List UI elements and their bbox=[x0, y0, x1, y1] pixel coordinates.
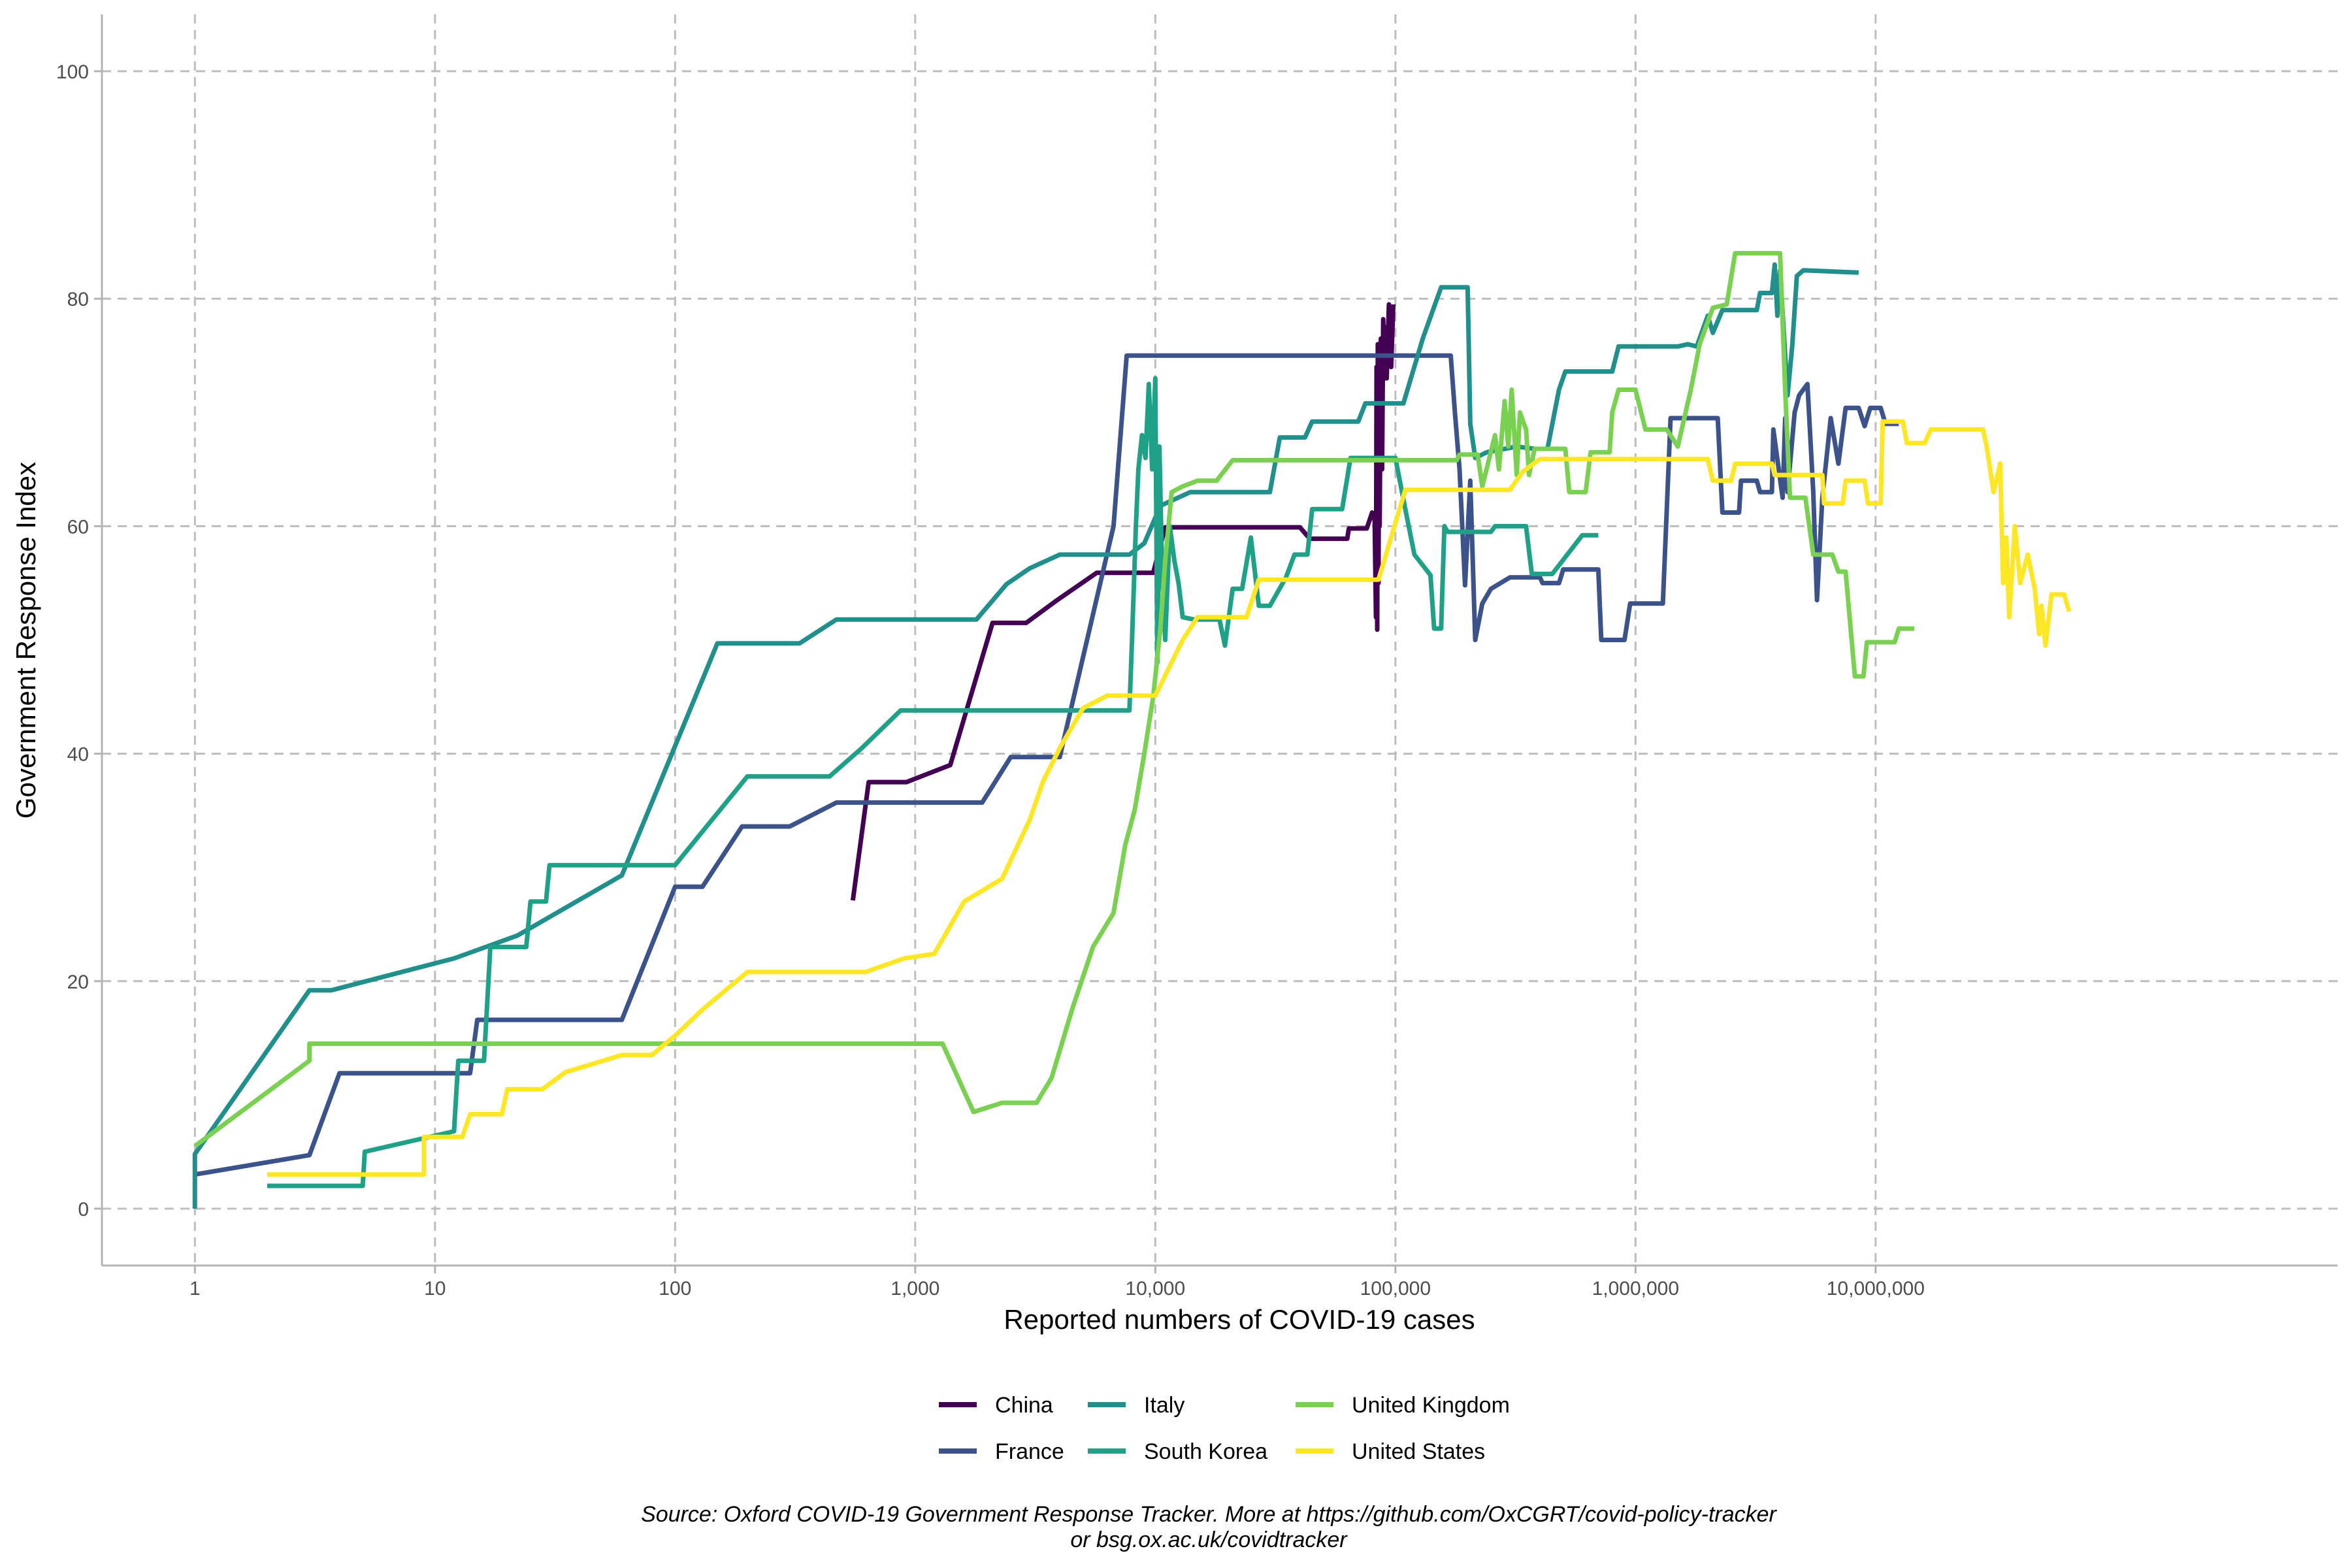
series-line-south-korea bbox=[267, 376, 1599, 1188]
x-tick-label: 1,000,000 bbox=[1592, 1278, 1679, 1299]
x-tick-label: 10,000,000 bbox=[1827, 1278, 1925, 1299]
x-tick-label: 100,000 bbox=[1360, 1278, 1431, 1299]
series-line-france bbox=[194, 353, 1899, 1177]
legend-label-italy: Italy bbox=[1144, 1393, 1184, 1418]
caption-line-2: or bsg.ox.ac.uk/covidtracker bbox=[1070, 1527, 1348, 1552]
y-tick-label: 60 bbox=[67, 516, 89, 538]
legend-label-united-states: United States bbox=[1352, 1439, 1485, 1464]
series-line-united-states bbox=[267, 419, 2072, 1177]
x-axis-title: Reported numbers of COVID-19 cases bbox=[1004, 1304, 1475, 1335]
axes bbox=[101, 14, 2338, 1267]
tick-labels: 0 20 40 60 80 100 1 10 100 1,000 10,000 100,000 1,00… bbox=[56, 61, 1925, 1299]
x-tick-label: 10,000 bbox=[1125, 1278, 1185, 1299]
y-axis-title: Government Response Index bbox=[10, 462, 41, 819]
series-line-italy bbox=[192, 262, 1859, 1209]
x-tick-label: 1,000 bbox=[890, 1278, 939, 1299]
legend-label-united-kingdom: United Kingdom bbox=[1352, 1393, 1510, 1418]
series-line-china bbox=[850, 302, 1396, 901]
y-tick-label: 80 bbox=[67, 289, 89, 310]
x-tick-label: 10 bbox=[424, 1278, 446, 1299]
legend-label-south-korea: South Korea bbox=[1144, 1439, 1267, 1464]
caption-line-1: Source: Oxford COVID-19 Government Respo… bbox=[641, 1502, 1777, 1527]
legend-label-china: China bbox=[995, 1393, 1053, 1418]
legend: China France Italy South Korea United Kingdo… bbox=[939, 1393, 1510, 1464]
series-lines bbox=[192, 251, 2072, 1209]
x-tick-label: 1 bbox=[189, 1278, 201, 1299]
y-tick-label: 40 bbox=[67, 744, 89, 766]
y-tick-label: 100 bbox=[56, 61, 89, 83]
series-line-united-kingdom bbox=[193, 251, 1915, 1149]
legend-label-france: France bbox=[995, 1439, 1064, 1464]
y-tick-label: 20 bbox=[67, 972, 89, 993]
x-tick-label: 100 bbox=[659, 1278, 691, 1299]
y-tick-label: 0 bbox=[78, 1199, 89, 1220]
